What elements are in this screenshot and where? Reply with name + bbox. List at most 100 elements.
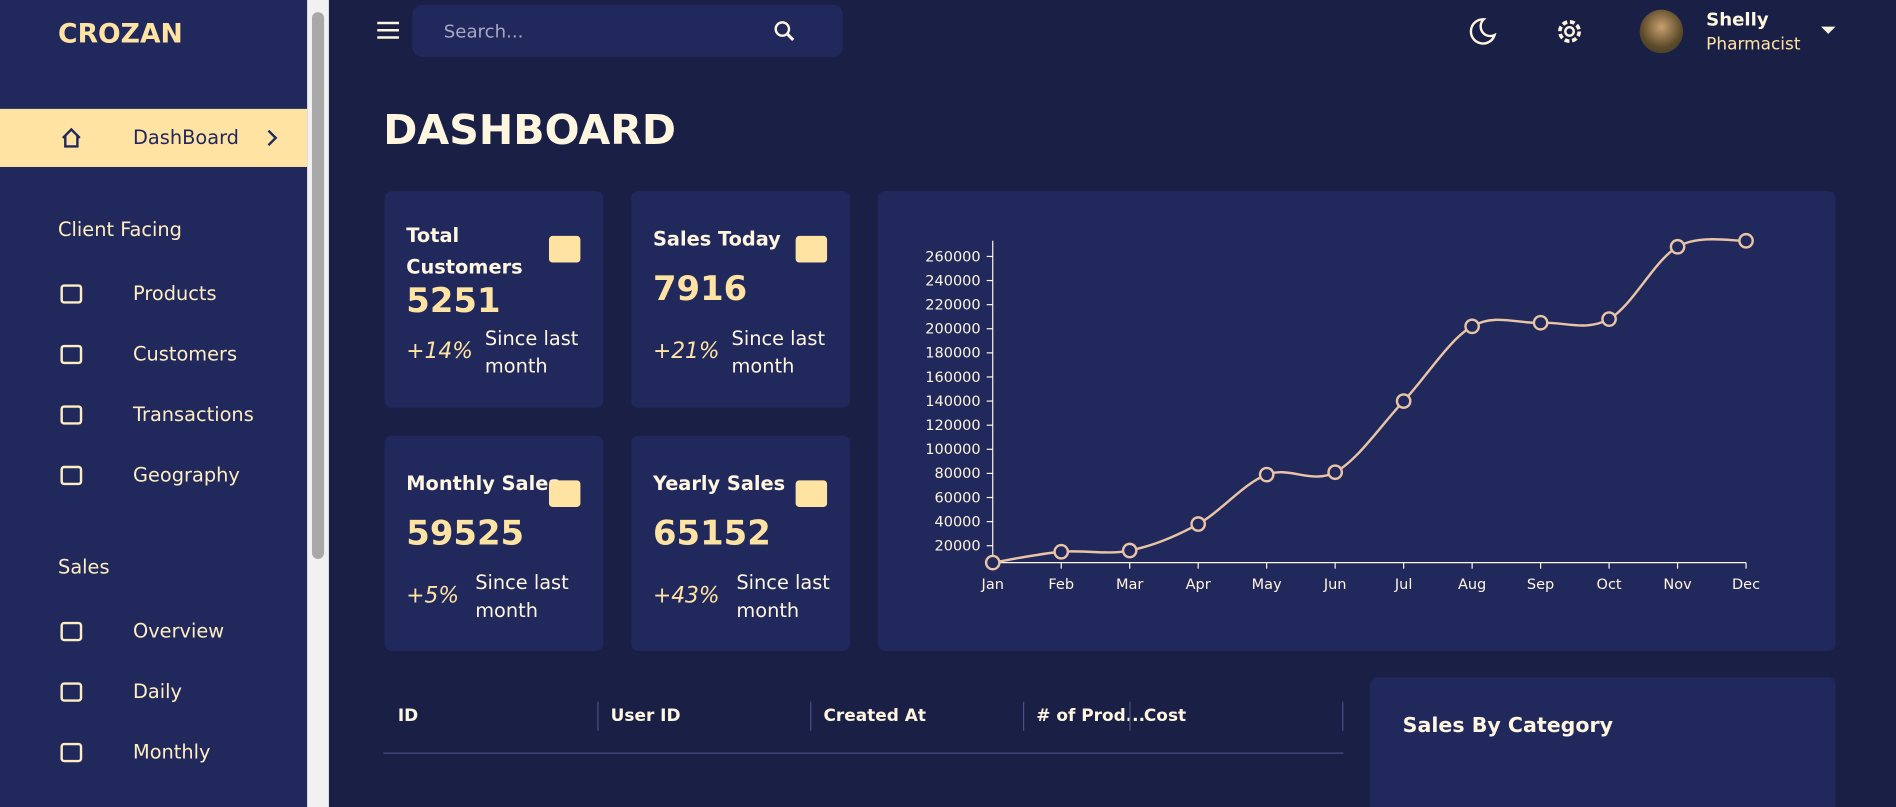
stat-card: Sales Today 7916 +21% Since last month bbox=[631, 191, 851, 408]
chevron bbox=[267, 129, 278, 147]
menu-icon[interactable] bbox=[376, 19, 400, 41]
column-header[interactable]: ID bbox=[397, 706, 419, 726]
x-tick-label: Aug bbox=[1458, 577, 1486, 593]
x-tick-label: Apr bbox=[1186, 577, 1211, 593]
data-point bbox=[1258, 466, 1275, 483]
search-placeholder: Search... bbox=[443, 20, 524, 43]
data-point bbox=[1738, 232, 1754, 249]
stat-title: Sales Today bbox=[652, 227, 781, 251]
nav-item[interactable]: Transactions bbox=[133, 402, 254, 426]
x-tick-label: Jan bbox=[981, 577, 1004, 593]
column-separator bbox=[1022, 701, 1025, 731]
data-point bbox=[984, 554, 1001, 571]
stat-title: Monthly Sales bbox=[406, 471, 560, 495]
x-tick-label: May bbox=[1252, 577, 1282, 593]
category-card: Sales By Category bbox=[1370, 677, 1836, 807]
data-point bbox=[1601, 311, 1617, 327]
nav-item[interactable]: Customers bbox=[133, 342, 238, 366]
search-box[interactable]: Search... bbox=[412, 4, 843, 57]
stat-card: Monthly Sales 59525 +5% Since last month bbox=[384, 435, 604, 651]
y-tick-label: 200000 bbox=[925, 322, 980, 338]
column-header[interactable]: # of Prod... bbox=[1036, 706, 1146, 726]
nav-icon bbox=[60, 621, 83, 642]
settings-icon[interactable] bbox=[1554, 16, 1585, 47]
stat-value: 65152 bbox=[652, 512, 771, 553]
y-tick-label: 160000 bbox=[925, 370, 980, 386]
column-separator bbox=[1342, 701, 1344, 731]
user-role: Pharmacist bbox=[1706, 35, 1801, 55]
y-tick-label: 120000 bbox=[925, 418, 980, 434]
nav-icon bbox=[60, 465, 83, 486]
x-tick-label: Dec bbox=[1732, 577, 1760, 593]
sidebar: CROZAN DashBoard Client Facing Sales Pro… bbox=[0, 0, 329, 807]
stat-note: Since last month bbox=[475, 571, 569, 622]
stat-title: Total Customers bbox=[406, 223, 523, 279]
stat-icon bbox=[795, 235, 828, 263]
data-point bbox=[1190, 516, 1207, 532]
stat-value: 59525 bbox=[406, 512, 525, 553]
card-title: Sales By Category bbox=[1402, 713, 1614, 739]
y-tick-label: 180000 bbox=[925, 346, 980, 362]
data-point bbox=[1464, 318, 1480, 335]
nav-icon bbox=[60, 682, 83, 702]
data-point bbox=[1327, 464, 1344, 481]
active-nav[interactable]: DashBoard bbox=[0, 108, 308, 167]
search-icon[interactable] bbox=[773, 19, 797, 43]
nav-icon bbox=[60, 284, 83, 304]
y-tick-label: 80000 bbox=[935, 466, 981, 482]
series-line bbox=[992, 238, 1747, 564]
y-tick-label: 240000 bbox=[925, 273, 980, 289]
section-title: Client Facing bbox=[58, 217, 182, 241]
column-separator bbox=[810, 701, 812, 731]
y-tick-label: 140000 bbox=[925, 394, 980, 410]
nav-item[interactable]: Products bbox=[133, 281, 217, 305]
stat-card: Yearly Sales 65152 +43% Since last month bbox=[631, 435, 851, 651]
scroll-thumb[interactable] bbox=[311, 12, 325, 559]
stat-change: +5% bbox=[406, 583, 460, 609]
stat-change: +14% bbox=[406, 338, 473, 365]
column-separator bbox=[597, 701, 599, 731]
avatar[interactable] bbox=[1639, 9, 1684, 54]
stat-card: Total Customers 5251 +14% Since last month bbox=[384, 191, 604, 408]
page-title: DASHBOARD bbox=[383, 106, 677, 155]
column-header[interactable]: Cost bbox=[1143, 706, 1187, 726]
nav-label: DashBoard bbox=[133, 125, 239, 149]
brand: CROZAN bbox=[58, 19, 183, 50]
nav-item[interactable]: Geography bbox=[133, 463, 240, 487]
x-tick-label: Mar bbox=[1116, 577, 1143, 593]
stat-value: 5251 bbox=[406, 280, 501, 321]
data-point bbox=[1053, 543, 1070, 560]
stat-change: +43% bbox=[652, 583, 720, 609]
x-tick-label: Jun bbox=[1323, 577, 1347, 593]
y-tick-label: 100000 bbox=[925, 442, 980, 458]
theme-icon[interactable] bbox=[1467, 16, 1498, 47]
dropdown-icon[interactable] bbox=[1820, 24, 1837, 36]
home-icon bbox=[62, 127, 81, 148]
column-separator bbox=[1129, 701, 1131, 731]
y-tick-label: 40000 bbox=[935, 514, 981, 530]
data-table: ID User ID Created At # of Prod... Cost bbox=[383, 678, 1344, 807]
stat-icon bbox=[548, 480, 581, 507]
header-divider bbox=[383, 752, 1344, 754]
y-tick-label: 60000 bbox=[935, 490, 981, 506]
x-tick-label: Jul bbox=[1394, 577, 1412, 593]
stat-title: Yearly Sales bbox=[652, 471, 786, 495]
nav-item[interactable]: Overview bbox=[133, 619, 225, 643]
nav-icon bbox=[60, 344, 83, 365]
scrollbar[interactable] bbox=[307, 0, 329, 807]
nav-icon bbox=[60, 405, 83, 425]
nav-icon bbox=[60, 742, 83, 763]
nav-item[interactable]: Monthly bbox=[133, 740, 211, 764]
data-point bbox=[1395, 393, 1412, 409]
y-tick-label: 220000 bbox=[925, 297, 980, 313]
nav-item[interactable]: Daily bbox=[133, 679, 182, 703]
x-tick-label: Nov bbox=[1663, 577, 1692, 593]
column-header[interactable]: Created At bbox=[823, 706, 926, 726]
stat-icon bbox=[548, 235, 581, 263]
x-tick-label: Feb bbox=[1048, 577, 1074, 593]
chart-card: 20000 40000 60000 80000 100000 120000 140000 16… bbox=[877, 191, 1836, 651]
line-chart: 20000 40000 60000 80000 100000 120000 140000 16… bbox=[925, 232, 1760, 593]
column-header[interactable]: User ID bbox=[610, 706, 681, 726]
